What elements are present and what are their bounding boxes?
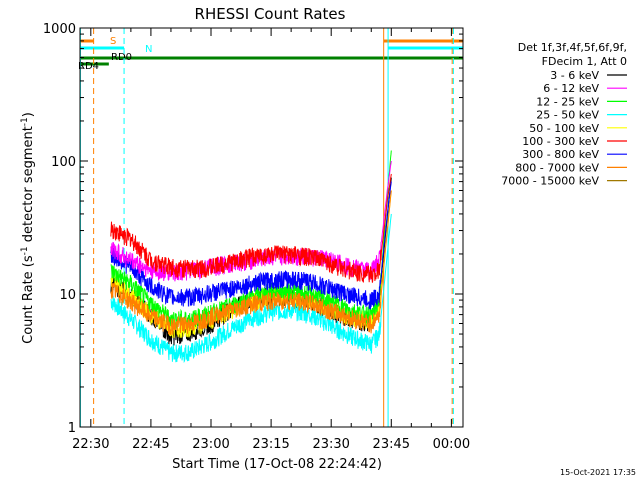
- y-axis-label: Count Rate (s-1 detector segment-1): [20, 112, 36, 344]
- saa-flag-label: S: [110, 36, 116, 47]
- x-tick-label: 22:30: [72, 437, 109, 452]
- series-line-5: [110, 173, 392, 283]
- legend-entry-label: 7000 - 15000 keV: [501, 175, 599, 188]
- y-tick-label: 100: [51, 155, 76, 170]
- y-tick-label: 10: [59, 288, 76, 303]
- legend-entry-label: 25 - 50 keV: [536, 109, 599, 122]
- x-tick-label: 23:30: [312, 437, 349, 452]
- legend-entry-label: 100 - 300 keV: [522, 135, 599, 148]
- series-line-7: [110, 190, 392, 335]
- y-axis-label-part: ): [21, 112, 36, 117]
- y-axis-label-part: detector segment: [21, 126, 36, 246]
- legend-header-line: FDecim 1, Att 0: [542, 55, 627, 68]
- y-tick-label: 1: [68, 421, 76, 436]
- y-axis-label-sup: -1: [20, 246, 30, 255]
- x-tick-label: 23:45: [373, 437, 410, 452]
- chart-title: RHESSI Count Rates: [195, 5, 346, 23]
- legend-entry-label: 50 - 100 keV: [529, 122, 599, 135]
- x-tick-label: 23:00: [192, 437, 229, 452]
- series-line-2: [110, 150, 392, 330]
- y-tick-label: 1000: [43, 22, 76, 37]
- x-tick-label: 23:15: [252, 437, 289, 452]
- legend-header-line: Det 1f,3f,4f,5f,6f,9f,: [518, 41, 627, 54]
- series-line-3: [110, 213, 392, 364]
- night-flag-label: N: [145, 44, 152, 55]
- x-tick-label: 00:00: [433, 437, 470, 452]
- decimation-flag-label: RD0: [111, 52, 132, 63]
- series-line-6: [110, 181, 392, 310]
- legend: Det 1f,3f,4f,5f,6f,9f, FDecim 1, Att 0 3…: [501, 41, 627, 188]
- decimation-flag-label: RD4: [78, 61, 99, 72]
- render-timestamp: 15-Oct-2021 17:35: [560, 468, 636, 477]
- legend-entry-label: 3 - 6 keV: [550, 69, 599, 82]
- legend-entry-label: 800 - 7000 keV: [515, 161, 599, 174]
- plot-frame: [79, 27, 464, 428]
- x-tick-label: 22:45: [132, 437, 169, 452]
- y-axis-label-sup: -1: [20, 117, 30, 126]
- y-axis-label-part: Count Rate (s: [21, 255, 36, 344]
- legend-entry-label: 300 - 800 keV: [522, 148, 599, 161]
- legend-entry-label: 6 - 12 keV: [543, 82, 599, 95]
- legend-entry-label: 12 - 25 keV: [536, 95, 599, 108]
- x-axis-label: Start Time (17-Oct-08 22:24:42): [172, 457, 382, 472]
